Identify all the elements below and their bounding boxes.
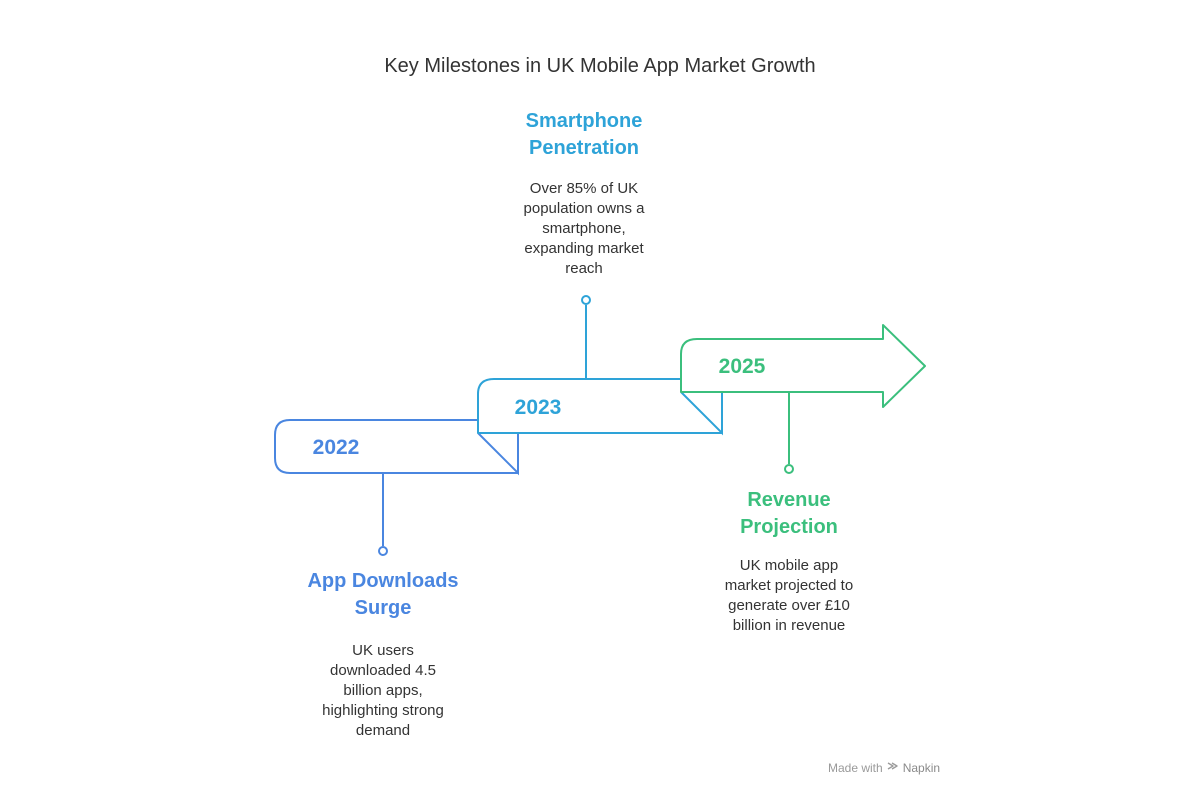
napkin-brand-label: Napkin [902,760,941,775]
milestone-2023-marker [581,295,591,305]
made-with-label: Made with [828,760,883,775]
made-with-napkin-footer[interactable]: Made with Napkin [828,760,940,775]
diagram-title: Key Milestones in UK Mobile App Market G… [384,55,816,77]
napkin-logo-icon [887,760,899,775]
milestone-2023-desc-line: smartphone, [542,220,626,237]
milestone-2023-desc-line: Over 85% of UK [529,180,639,197]
milestone-2023-description: Over 85% of UK population owns a smartph… [484,179,684,279]
milestone-2023-desc-line: expanding market [524,240,644,257]
year-2022-label: 2022 [313,436,360,459]
milestone-2023-heading-line2: Penetration [528,137,640,159]
milestone-2025-heading-line1: Revenue [747,489,831,511]
milestone-2023-band: 2023 [477,295,723,436]
milestone-2025-arrow: 2025 [680,324,926,474]
milestone-2023-desc-line: reach [565,260,603,277]
year-2023-label: 2023 [515,396,562,419]
milestone-2022-desc-line: downloaded 4.5 [330,662,436,679]
milestone-2022-heading-line1: App Downloads [307,570,459,592]
milestone-2022-marker [378,546,388,556]
milestone-2022-heading-line2: Surge [354,597,412,619]
milestone-2025-marker [784,464,794,474]
milestone-2025-desc-line: UK mobile app [739,557,839,574]
milestone-2023-heading-line1: Smartphone [525,110,643,132]
milestone-2025-description: UK mobile app market projected to genera… [689,556,889,636]
milestone-2022-desc-line: billion apps, [343,682,423,699]
milestone-2022-desc-line: demand [355,722,411,739]
milestone-2025-desc-line: billion in revenue [732,617,846,634]
milestone-2022-band: 2022 [274,419,519,556]
milestone-2025-desc-line: market projected to [724,577,854,594]
milestone-2022-desc-line: highlighting strong [322,702,444,719]
milestone-2025-desc-line: generate over £10 [728,597,850,614]
milestone-2025-heading: Revenue Projection [689,487,889,541]
year-2025-label: 2025 [719,355,766,378]
milestone-2022-heading: App Downloads Surge [283,568,483,622]
milestone-2022-description: UK users downloaded 4.5 billion apps, hi… [283,641,483,741]
milestone-2022-desc-line: UK users [352,642,414,659]
milestone-2025-heading-line2: Projection [740,516,838,538]
milestone-2023-desc-line: population owns a [523,200,645,217]
milestone-2023-heading: Smartphone Penetration [484,108,684,162]
